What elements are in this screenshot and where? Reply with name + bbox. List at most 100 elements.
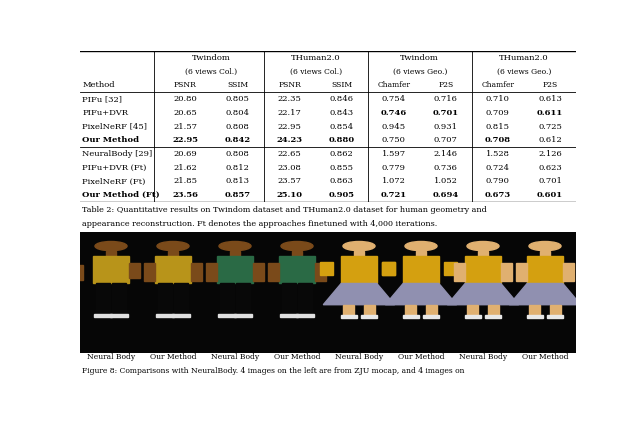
Text: appearance reconstruction. Ft denotes the approaches finetuned with 4,000 iterat: appearance reconstruction. Ft denotes th… bbox=[83, 220, 438, 228]
Ellipse shape bbox=[529, 242, 561, 251]
Text: 25.10: 25.10 bbox=[276, 191, 303, 199]
Text: Twindom: Twindom bbox=[401, 54, 439, 62]
Ellipse shape bbox=[157, 242, 189, 251]
Text: Neural Body: Neural Body bbox=[211, 353, 259, 361]
Text: Method: Method bbox=[83, 81, 115, 89]
Text: (6 views Geo.): (6 views Geo.) bbox=[392, 68, 447, 76]
Bar bbox=[465, 315, 481, 318]
Bar bbox=[58, 271, 77, 274]
Bar bbox=[364, 305, 375, 315]
Text: Our Method (Ft): Our Method (Ft) bbox=[83, 191, 160, 199]
Text: (6 views Col.): (6 views Col.) bbox=[289, 68, 342, 76]
Text: 0.716: 0.716 bbox=[434, 95, 458, 103]
Text: Our Method: Our Method bbox=[522, 353, 568, 361]
Text: 22.65: 22.65 bbox=[278, 150, 301, 158]
Text: 0.843: 0.843 bbox=[330, 109, 354, 117]
Bar bbox=[144, 263, 155, 281]
Text: 24.23: 24.23 bbox=[276, 136, 303, 144]
Text: 0.790: 0.790 bbox=[486, 178, 510, 185]
Text: 0.710: 0.710 bbox=[486, 95, 510, 103]
Bar bbox=[454, 263, 465, 281]
Text: 0.905: 0.905 bbox=[329, 191, 355, 199]
Text: P2S: P2S bbox=[438, 81, 453, 89]
Text: 1.597: 1.597 bbox=[381, 150, 406, 158]
Bar bbox=[563, 263, 574, 281]
Text: 0.805: 0.805 bbox=[225, 95, 250, 103]
Text: 0.707: 0.707 bbox=[434, 136, 458, 144]
Ellipse shape bbox=[219, 242, 251, 251]
Text: (6 views Col.): (6 views Col.) bbox=[186, 68, 237, 76]
Bar bbox=[106, 251, 116, 256]
Text: Neural Body: Neural Body bbox=[87, 353, 135, 361]
Text: 0.673: 0.673 bbox=[485, 191, 511, 199]
Text: NeuralBody [29]: NeuralBody [29] bbox=[83, 150, 153, 158]
Text: 0.808: 0.808 bbox=[225, 123, 250, 130]
Text: 20.65: 20.65 bbox=[173, 109, 197, 117]
Bar bbox=[296, 314, 314, 317]
Bar bbox=[444, 262, 457, 275]
Bar bbox=[298, 283, 312, 314]
Text: 0.808: 0.808 bbox=[225, 150, 250, 158]
Bar bbox=[547, 315, 563, 318]
Text: 0.701: 0.701 bbox=[538, 178, 562, 185]
Bar bbox=[382, 262, 395, 275]
Bar bbox=[382, 262, 395, 275]
Text: PixelNeRF (Ft): PixelNeRF (Ft) bbox=[83, 178, 146, 185]
Bar bbox=[112, 283, 126, 314]
Bar bbox=[424, 315, 439, 318]
Polygon shape bbox=[447, 283, 518, 305]
Text: 23.57: 23.57 bbox=[278, 178, 301, 185]
Text: 0.612: 0.612 bbox=[538, 136, 562, 144]
Text: 0.709: 0.709 bbox=[486, 109, 510, 117]
Text: 0.613: 0.613 bbox=[538, 95, 562, 103]
Text: 21.57: 21.57 bbox=[173, 123, 197, 130]
Text: Table 2: Quantitative results on Twindom dataset and THuman2.0 dataset for human: Table 2: Quantitative results on Twindom… bbox=[83, 207, 487, 214]
Bar bbox=[550, 305, 561, 315]
Bar bbox=[527, 315, 543, 318]
Ellipse shape bbox=[467, 242, 499, 251]
Text: 0.857: 0.857 bbox=[225, 191, 250, 199]
Bar bbox=[218, 314, 237, 317]
Ellipse shape bbox=[343, 242, 375, 251]
Text: PIFu [32]: PIFu [32] bbox=[83, 95, 122, 103]
Text: PSNR: PSNR bbox=[278, 81, 301, 89]
Text: 22.95: 22.95 bbox=[278, 123, 301, 130]
Bar bbox=[486, 315, 501, 318]
Text: Our Method: Our Method bbox=[150, 353, 196, 361]
Text: 1.528: 1.528 bbox=[486, 150, 510, 158]
Bar bbox=[236, 283, 250, 314]
Bar bbox=[72, 265, 83, 280]
Text: 0.862: 0.862 bbox=[330, 150, 353, 158]
Bar bbox=[516, 263, 527, 281]
Text: 0.855: 0.855 bbox=[330, 164, 354, 172]
Text: 0.779: 0.779 bbox=[381, 164, 406, 172]
Text: 1.072: 1.072 bbox=[382, 178, 406, 185]
Text: 0.854: 0.854 bbox=[330, 123, 354, 130]
Bar bbox=[292, 251, 303, 256]
Text: (6 views Geo.): (6 views Geo.) bbox=[497, 68, 551, 76]
Bar bbox=[191, 263, 202, 281]
Bar bbox=[340, 315, 356, 318]
Text: PixelNeRF [45]: PixelNeRF [45] bbox=[83, 123, 147, 130]
Bar bbox=[403, 256, 439, 283]
Text: 0.611: 0.611 bbox=[537, 109, 563, 117]
Text: 21.85: 21.85 bbox=[173, 178, 197, 185]
Text: 0.701: 0.701 bbox=[433, 109, 459, 117]
Ellipse shape bbox=[281, 242, 313, 251]
Bar bbox=[109, 314, 129, 317]
Bar bbox=[362, 315, 378, 318]
Text: 0.725: 0.725 bbox=[538, 123, 562, 130]
Bar bbox=[315, 263, 326, 281]
Text: 0.945: 0.945 bbox=[381, 123, 406, 130]
Text: Neural Body: Neural Body bbox=[459, 353, 507, 361]
Text: 0.746: 0.746 bbox=[381, 109, 407, 117]
Text: 21.62: 21.62 bbox=[173, 164, 197, 172]
Text: P2S: P2S bbox=[542, 81, 557, 89]
Bar bbox=[220, 283, 234, 314]
Text: 0.623: 0.623 bbox=[538, 164, 562, 172]
Text: 0.812: 0.812 bbox=[225, 164, 250, 172]
Text: 20.80: 20.80 bbox=[173, 95, 197, 103]
Text: 2.126: 2.126 bbox=[538, 150, 562, 158]
Bar bbox=[477, 251, 488, 256]
Text: 1.052: 1.052 bbox=[434, 178, 458, 185]
